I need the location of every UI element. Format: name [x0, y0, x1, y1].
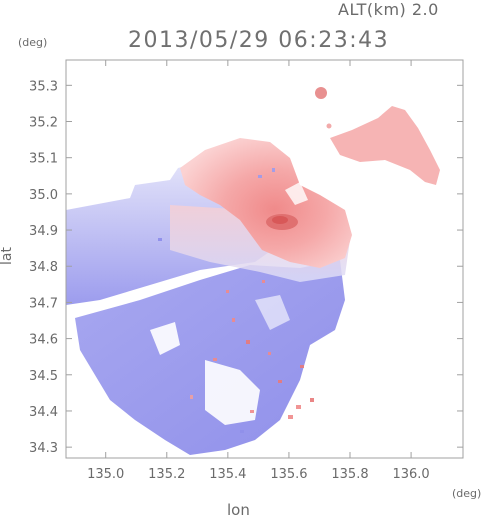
x-tick-label: 135.4: [209, 467, 246, 482]
y-tick-label: 35.2: [29, 116, 58, 131]
y-tick-label: 35.0: [29, 188, 58, 203]
x-tick-label: 135.8: [331, 467, 368, 482]
y-tick-label: 35.3: [29, 79, 58, 94]
y-tick-label: 34.5: [29, 369, 58, 384]
y-tick-label: 34.6: [29, 333, 58, 348]
y-tick-label: 34.7: [29, 296, 58, 311]
y-tick-label: 34.9: [29, 224, 58, 239]
x-tick-label: 135.2: [148, 467, 185, 482]
y-tick-label: 34.8: [29, 260, 58, 275]
velocity-field: [66, 87, 440, 455]
x-tick-label: 136.0: [392, 467, 429, 482]
y-tick-label: 34.4: [29, 405, 58, 420]
x-tick-label: 135.0: [87, 467, 124, 482]
y-tick-label: 35.1: [29, 152, 58, 167]
x-tick-label: 135.6: [270, 467, 307, 482]
y-tick-label: 34.3: [29, 441, 58, 456]
